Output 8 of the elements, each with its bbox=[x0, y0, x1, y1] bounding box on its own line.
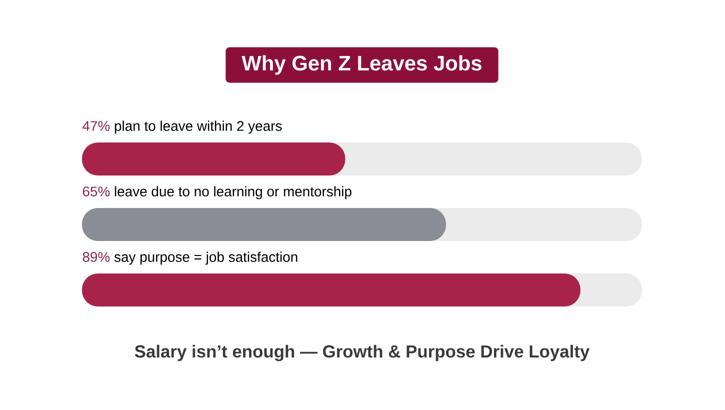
y-tick-label: say purpose = job satisfaction bbox=[114, 252, 298, 265]
text: Salary isn’t enough — Growth & Purpose Drive Loyalty bbox=[134, 344, 590, 362]
chart-title: Why Gen Z Leaves Jobs bbox=[242, 55, 482, 75]
y-tick-label: plan to leave within 2 years bbox=[114, 120, 282, 134]
data-label: 65% bbox=[82, 186, 110, 196]
data-label: 47% bbox=[82, 121, 110, 131]
y-tick-label: leave due to no learning or mentorship bbox=[114, 186, 352, 200]
data-label: 89% bbox=[82, 252, 110, 262]
